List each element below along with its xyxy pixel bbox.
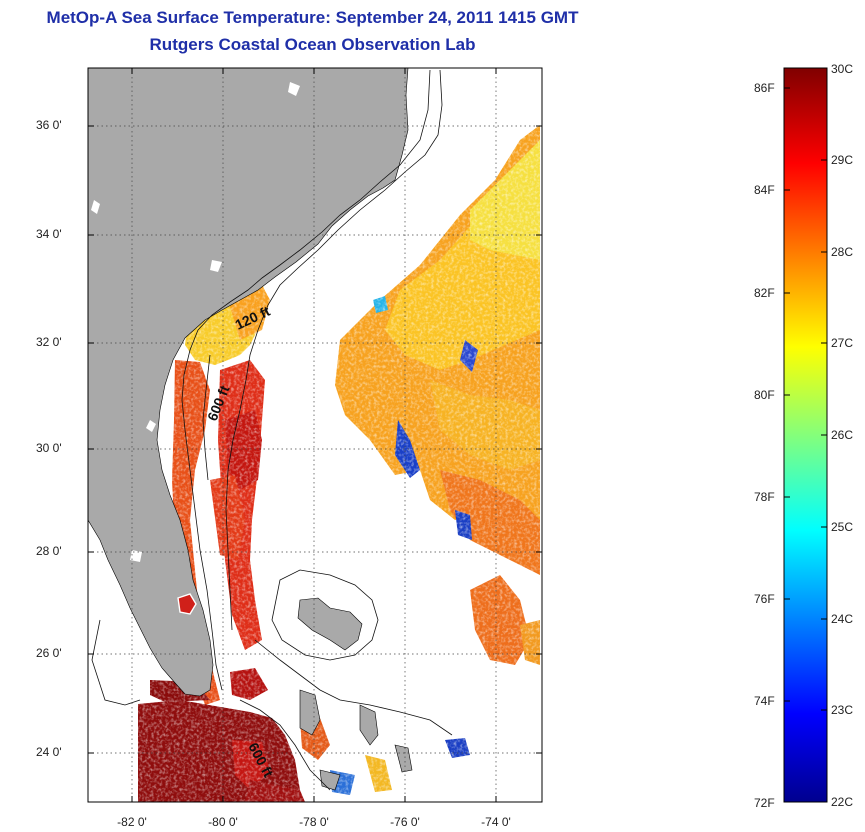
map-title: MetOp-A Sea Surface Temperature: Septemb…	[46, 8, 579, 27]
lon-label-76: -76 0'	[390, 815, 420, 829]
axis-ticks	[88, 68, 542, 802]
colorbar-c-30: 30C	[831, 62, 854, 76]
lat-label-28: 28 0'	[36, 544, 62, 558]
colorbar-c-24: 24C	[831, 612, 854, 626]
lat-label-24: 24 0'	[36, 745, 62, 759]
lon-label-74: -74 0'	[481, 815, 511, 829]
colorbar-f-72: 72F	[754, 796, 775, 810]
colorbar-c-28: 28C	[831, 245, 854, 259]
colorbar-f-86: 86F	[754, 81, 775, 95]
colorbar-f-74: 74F	[754, 694, 775, 708]
colorbar-c-22: 22C	[831, 795, 854, 809]
lat-label-26: 26 0'	[36, 646, 62, 660]
colorbar-f-78: 78F	[754, 490, 775, 504]
land-lakes	[91, 82, 300, 562]
colorbar-c-27: 27C	[831, 336, 854, 350]
colorbar-f-80: 80F	[754, 388, 775, 402]
lon-label-78: -78 0'	[299, 815, 329, 829]
colorbar-c-29: 29C	[831, 153, 854, 167]
lake	[177, 593, 197, 615]
colorbar-c-25: 25C	[831, 520, 854, 534]
colorbar-c-26: 26C	[831, 428, 854, 442]
colorbar-f-76: 76F	[754, 592, 775, 606]
colorbar-c-23: 23C	[831, 703, 854, 717]
colorbar-f-84: 84F	[754, 183, 775, 197]
colorbar-ticks	[784, 87, 827, 711]
map-subtitle: Rutgers Coastal Ocean Observation Lab	[149, 35, 476, 54]
lat-label-32: 32 0'	[36, 335, 62, 349]
map-frame	[87, 67, 543, 803]
lat-label-34: 34 0'	[36, 227, 62, 241]
bathymetry-contours	[91, 69, 453, 791]
lat-label-30: 30 0'	[36, 441, 62, 455]
colorbar	[783, 67, 828, 803]
land-mass	[88, 68, 409, 697]
colorbar-f-82: 82F	[754, 286, 775, 300]
lat-label-36: 36 0'	[36, 118, 62, 132]
lon-label-80: -80 0'	[208, 815, 238, 829]
lon-label-82: -82 0'	[117, 815, 147, 829]
grid-lines	[88, 68, 542, 802]
